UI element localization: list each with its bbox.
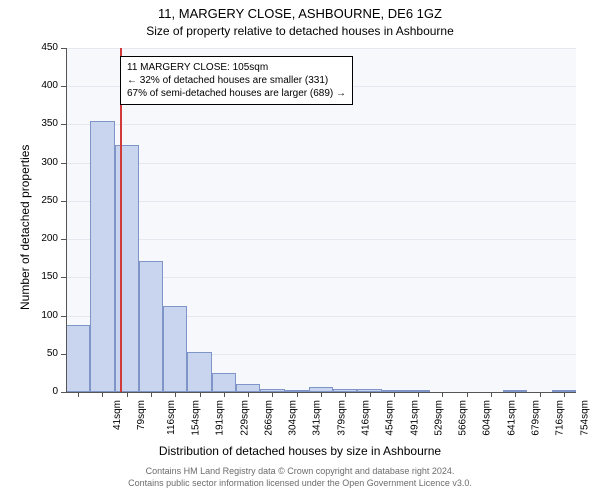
y-tick-label: 150 (28, 271, 58, 282)
x-tick-label: 304sqm (288, 400, 299, 436)
x-tick-label: 566sqm (458, 400, 469, 436)
y-tick-label: 0 (28, 386, 58, 397)
histogram-bar (187, 352, 211, 392)
x-tick-label: 454sqm (385, 400, 396, 436)
y-tick-label: 450 (28, 42, 58, 53)
x-tick-mark (151, 392, 152, 397)
x-tick-mark (418, 392, 419, 397)
gridline (66, 124, 576, 125)
x-tick-mark (272, 392, 273, 397)
y-tick-label: 400 (28, 80, 58, 91)
x-tick-mark (175, 392, 176, 397)
y-tick-label: 100 (28, 310, 58, 321)
x-tick-mark (78, 392, 79, 397)
histogram-bar (139, 261, 163, 392)
y-axis-line (66, 48, 67, 392)
gridline (66, 201, 576, 202)
x-tick-mark (297, 392, 298, 397)
chart-container: { "chart": { "type": "bar", "title": "11… (0, 0, 600, 500)
x-tick-mark (102, 392, 103, 397)
chart-title: 11, MARGERY CLOSE, ASHBOURNE, DE6 1GZ (0, 6, 600, 21)
callout-line: 67% of semi-detached houses are larger (… (127, 87, 346, 100)
x-axis-label: Distribution of detached houses by size … (0, 444, 600, 458)
y-axis-label: Number of detached properties (18, 145, 32, 310)
x-tick-mark (370, 392, 371, 397)
x-tick-mark (540, 392, 541, 397)
x-tick-label: 491sqm (409, 400, 420, 436)
x-tick-mark (515, 392, 516, 397)
x-tick-mark (467, 392, 468, 397)
callout-line: 11 MARGERY CLOSE: 105sqm (127, 61, 346, 74)
x-tick-label: 379sqm (336, 400, 347, 436)
x-tick-label: 79sqm (136, 400, 147, 430)
gridline (66, 163, 576, 164)
x-tick-mark (224, 392, 225, 397)
x-tick-label: 416sqm (361, 400, 372, 436)
histogram-bar (66, 325, 90, 392)
x-tick-label: 116sqm (166, 400, 177, 435)
callout-line: ← 32% of detached houses are smaller (33… (127, 74, 346, 87)
y-tick-label: 250 (28, 195, 58, 206)
x-tick-mark (345, 392, 346, 397)
y-tick-label: 300 (28, 157, 58, 168)
footer-line: Contains HM Land Registry data © Crown c… (0, 466, 600, 478)
x-tick-label: 716sqm (555, 400, 566, 436)
x-tick-label: 754sqm (579, 400, 590, 436)
x-tick-mark (491, 392, 492, 397)
x-tick-label: 679sqm (531, 400, 542, 436)
x-tick-mark (564, 392, 565, 397)
chart-footer: Contains HM Land Registry data © Crown c… (0, 466, 600, 489)
x-tick-label: 154sqm (191, 400, 202, 436)
histogram-bar (115, 145, 139, 392)
x-tick-label: 529sqm (433, 400, 444, 436)
footer-line: Contains public sector information licen… (0, 478, 600, 490)
x-tick-mark (200, 392, 201, 397)
y-tick-label: 200 (28, 233, 58, 244)
x-tick-label: 341sqm (312, 400, 323, 436)
x-tick-label: 41sqm (112, 400, 123, 430)
histogram-bar (212, 373, 236, 392)
x-tick-mark (442, 392, 443, 397)
x-tick-mark (321, 392, 322, 397)
x-tick-label: 266sqm (263, 400, 274, 436)
chart-subtitle: Size of property relative to detached ho… (0, 24, 600, 38)
histogram-bar (90, 121, 114, 392)
histogram-bar (236, 384, 260, 392)
y-tick-label: 350 (28, 118, 58, 129)
gridline (66, 239, 576, 240)
x-tick-mark (248, 392, 249, 397)
x-tick-label: 229sqm (239, 400, 250, 436)
y-tick-label: 50 (28, 348, 58, 359)
callout-box: 11 MARGERY CLOSE: 105sqm← 32% of detache… (120, 56, 353, 105)
x-tick-label: 641sqm (506, 400, 517, 436)
x-tick-label: 191sqm (215, 400, 226, 436)
gridline (66, 48, 576, 49)
x-tick-mark (394, 392, 395, 397)
x-tick-label: 604sqm (482, 400, 493, 436)
x-tick-mark (127, 392, 128, 397)
histogram-bar (163, 306, 187, 392)
